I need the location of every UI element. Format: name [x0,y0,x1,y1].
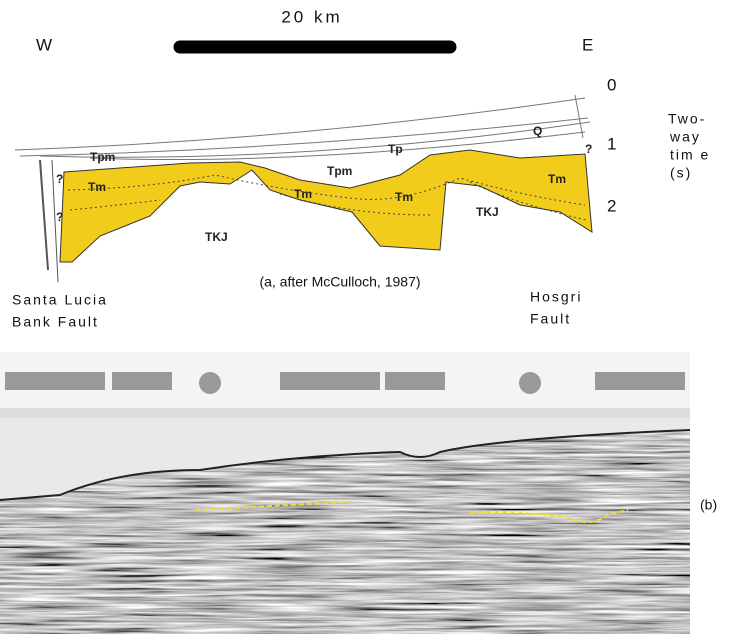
time-label-line: (s) [670,165,692,181]
unit-label: TKJ [476,205,499,219]
fault-label: Hosgri [530,289,582,305]
unit-label: Tm [88,180,106,194]
unit-label: Tm [395,190,413,204]
east: E [582,35,596,54]
unit-label: TKJ [205,230,228,244]
unit-label: Q [533,124,542,138]
caption-a: (a, after McCulloch, 1987) [259,274,420,290]
west: W [36,35,55,54]
time-tick: 0 [607,75,619,94]
unit-label: ? [56,210,63,224]
fault-label: Santa Lucia [12,292,108,308]
caption-b: (b) [700,497,717,513]
unit-label: ? [56,172,63,186]
unit-label: Tp [388,142,403,156]
scale-label: 20 km [281,7,342,26]
tm-unit [60,150,592,262]
time-label-line: way [669,129,701,145]
unit-label: Tm [294,187,312,201]
time-tick: 1 [607,134,619,153]
time-label-line: Two- [668,111,706,127]
seismic-section [0,352,690,634]
figure: 20 km W E 0 1 2 Two- way tim e (s) Q Tp … [0,0,735,634]
fault-label: Bank Fault [12,314,99,330]
fault-label: Fault [530,311,571,327]
unit-label: Tpm [90,150,115,164]
unit-label: Tm [548,172,566,186]
unit-label: Tpm [327,164,352,178]
time-tick: 2 [607,196,619,215]
unit-label: ? [585,142,592,156]
time-label-line: tim e [670,147,710,163]
time-label: Two- way tim e (s) [668,111,710,181]
